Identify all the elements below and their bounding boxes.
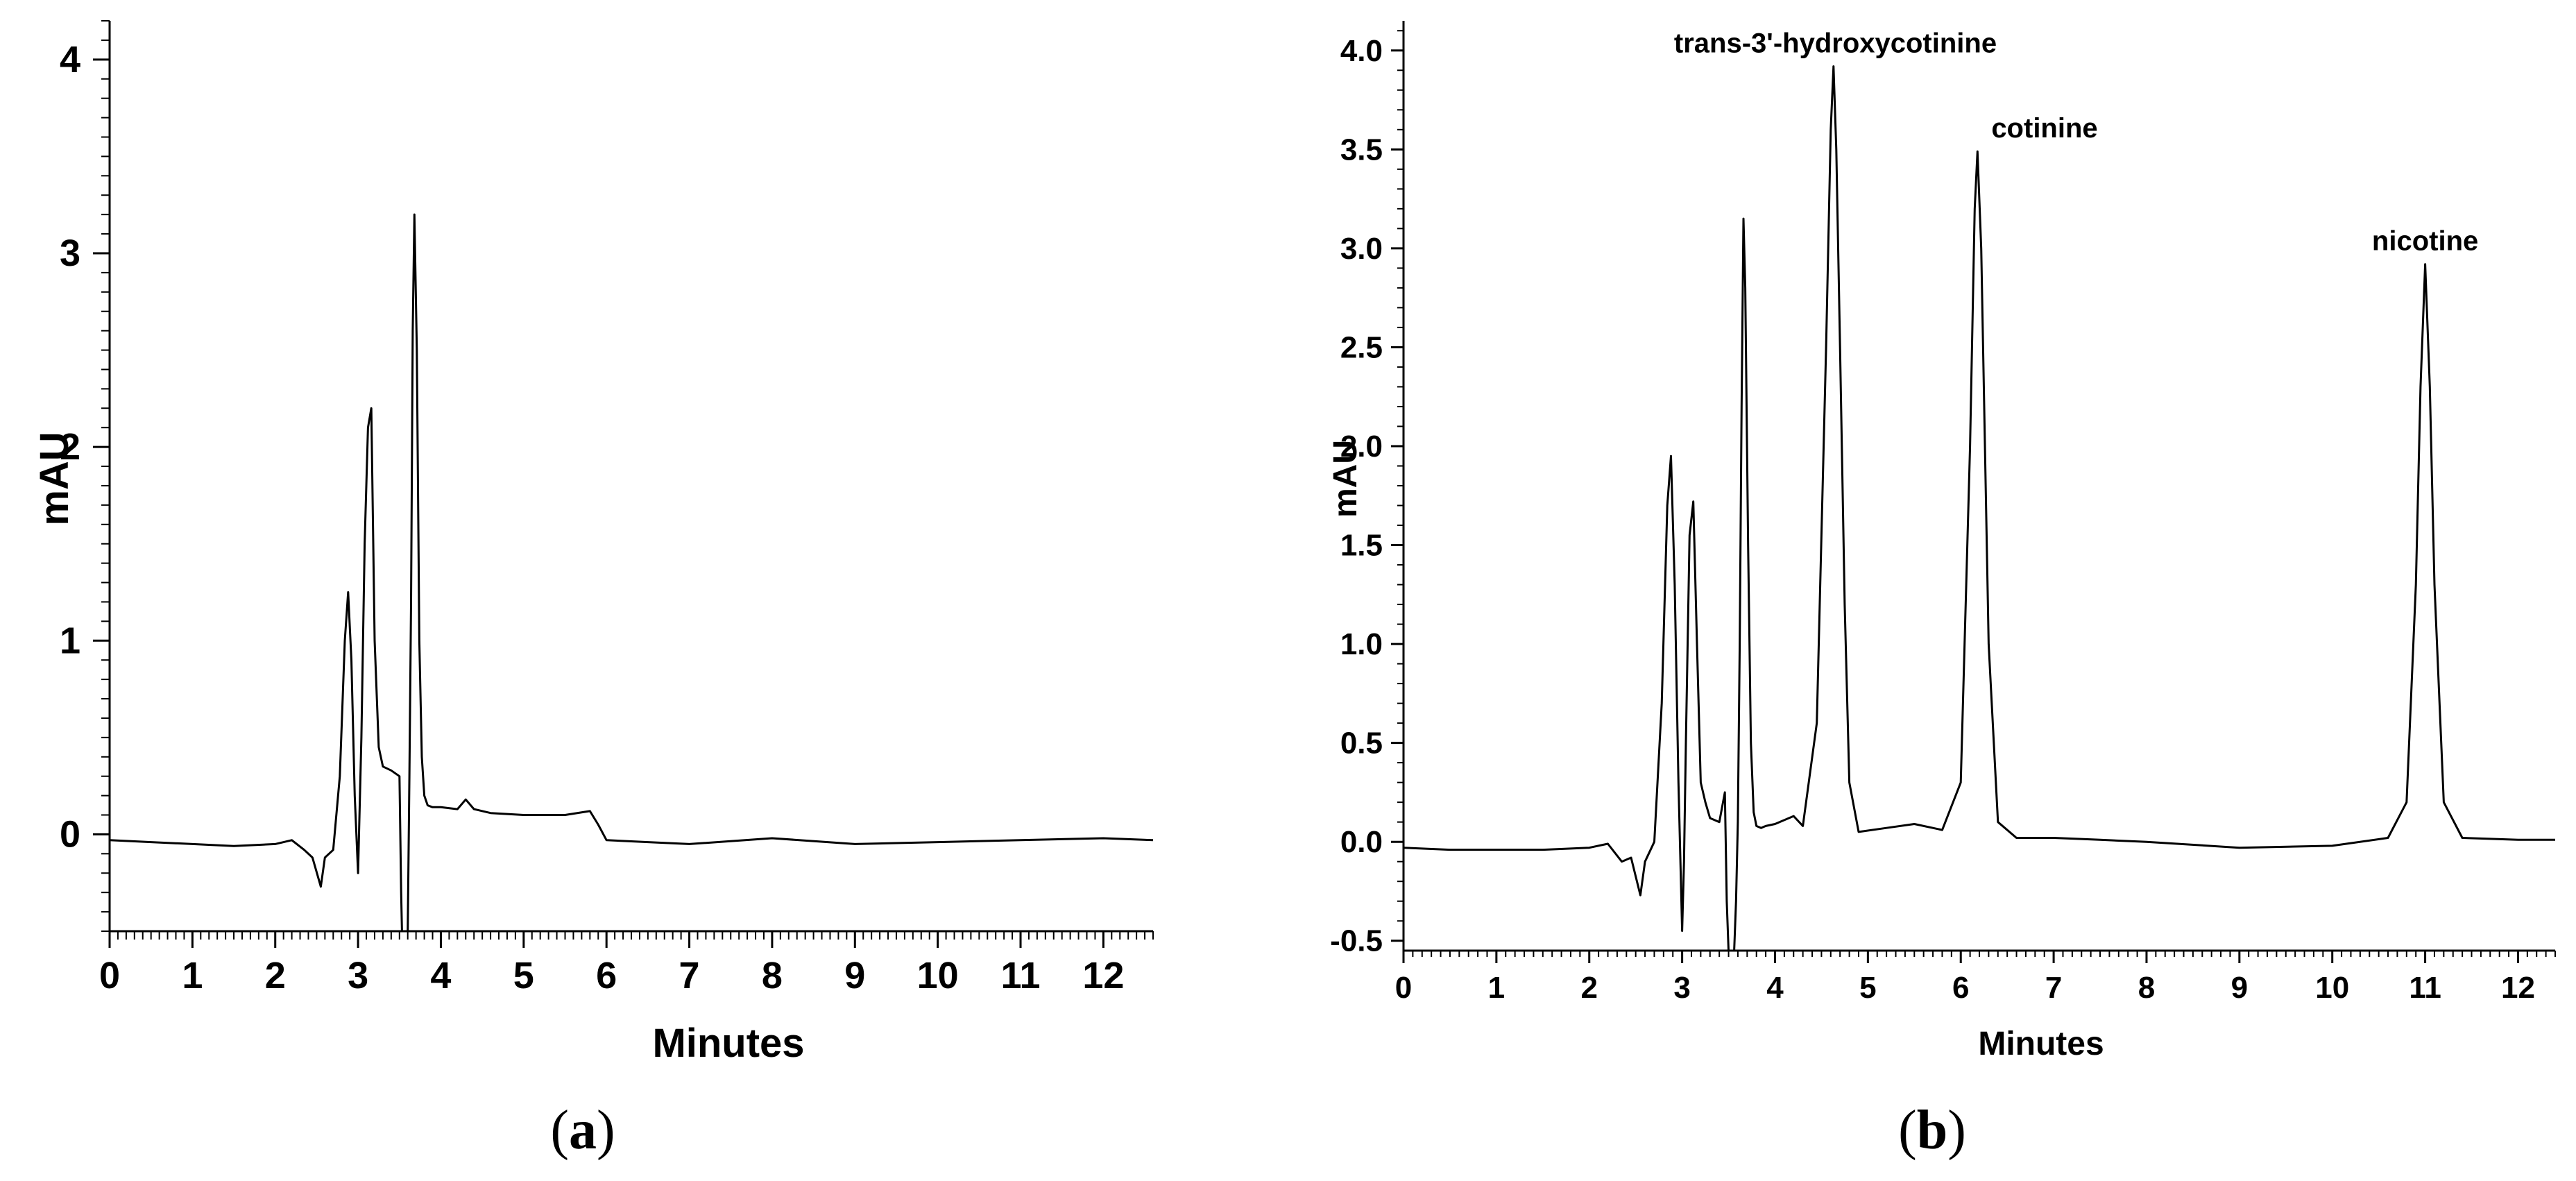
- y-ticks-a: 0 1 2 3 4: [60, 20, 110, 932]
- plot-area-a: [109, 213, 1154, 933]
- y-ticks-b: -0.5 0.0 0.5 1.0 1.5 2.0 2.5 3.0 3.5 4.0: [1330, 30, 1404, 958]
- x-tick-label: 9: [844, 955, 865, 996]
- y-tick-label: 4.0: [1340, 34, 1383, 68]
- x-tick-label: 11: [1000, 955, 1040, 996]
- x-tick-label: 4: [1766, 971, 1784, 1005]
- y-tick-label: 0: [60, 813, 80, 855]
- x-tick-label: 12: [1082, 955, 1124, 996]
- x-tick-label: 3: [1673, 971, 1690, 1005]
- axes-b: [1402, 21, 2555, 952]
- y-tick-label: 1.5: [1340, 529, 1383, 563]
- y-tick-label: 4: [60, 39, 80, 80]
- x-tick-label: 8: [762, 955, 783, 996]
- y-tick-label: 2: [60, 426, 80, 468]
- x-tick-label: 8: [2138, 971, 2155, 1005]
- x-tick-label: 1: [182, 955, 203, 996]
- y-tick-label: 2.5: [1340, 330, 1383, 364]
- plot-area-b: [1403, 65, 2555, 952]
- chromatogram-trace: [1403, 65, 2555, 952]
- x-tick-label: 10: [2315, 971, 2349, 1005]
- x-tick-label: 10: [917, 955, 959, 996]
- x-tick-label: 2: [1580, 971, 1597, 1005]
- y-tick-label: 3: [60, 232, 80, 274]
- y-tick-label: 1: [60, 620, 80, 661]
- peak-label: cotinine: [1991, 113, 2097, 144]
- x-tick-label: 7: [679, 955, 700, 996]
- peak-label: nicotine: [2372, 226, 2478, 257]
- x-tick-label: 3: [348, 955, 368, 996]
- y-tick-label: 3.5: [1340, 133, 1383, 167]
- x-tick-label: 1: [1488, 971, 1505, 1005]
- x-ticks-b: 0 1 2 3 4 5 6 7 8 9 10 11 12: [1395, 951, 2556, 1005]
- y-tick-label: 0.0: [1340, 825, 1383, 859]
- x-tick-label: 2: [265, 955, 286, 996]
- x-axis-title-a: Minutes: [652, 1021, 804, 1066]
- x-tick-label: 11: [2409, 971, 2441, 1005]
- y-axis-title-a: mAU: [32, 432, 77, 525]
- x-tick-label: 4: [430, 955, 451, 996]
- panel-label-b: (b): [1898, 1100, 1966, 1161]
- x-tick-label: 5: [1859, 971, 1876, 1005]
- x-axis-title-b: Minutes: [1978, 1026, 2104, 1062]
- y-tick-label: 3.0: [1340, 232, 1383, 266]
- panel-label-a: (a): [550, 1100, 615, 1161]
- x-tick-label: 12: [2501, 971, 2535, 1005]
- y-tick-label: -0.5: [1330, 924, 1383, 958]
- x-ticks-a: 0 1 2 3 4 5 6 7 8 9 10 11 12: [99, 931, 1154, 996]
- x-tick-label: 0: [99, 955, 120, 996]
- panel-letter-a: a: [569, 1100, 597, 1161]
- x-tick-label: 6: [596, 955, 617, 996]
- x-tick-label: 0: [1395, 971, 1412, 1005]
- x-tick-label: 7: [2045, 971, 2062, 1005]
- peak-label: trans-3'-hydroxycotinine: [1674, 28, 1997, 59]
- y-axis-title-b: mAU: [1327, 440, 1364, 518]
- x-tick-label: 5: [513, 955, 534, 996]
- x-tick-label: 9: [2231, 971, 2248, 1005]
- chromatogram-trace: [109, 213, 1154, 933]
- peak-labels-b: trans-3'-hydroxycotinine cotinine nicotine: [1674, 28, 2478, 257]
- y-tick-label: 2.0: [1340, 430, 1383, 464]
- y-tick-label: 0.5: [1340, 727, 1383, 761]
- axes-a: [108, 21, 1153, 933]
- x-tick-label: 6: [1952, 971, 1969, 1005]
- y-tick-label: 1.0: [1340, 627, 1383, 661]
- panel-letter-b: b: [1917, 1100, 1948, 1161]
